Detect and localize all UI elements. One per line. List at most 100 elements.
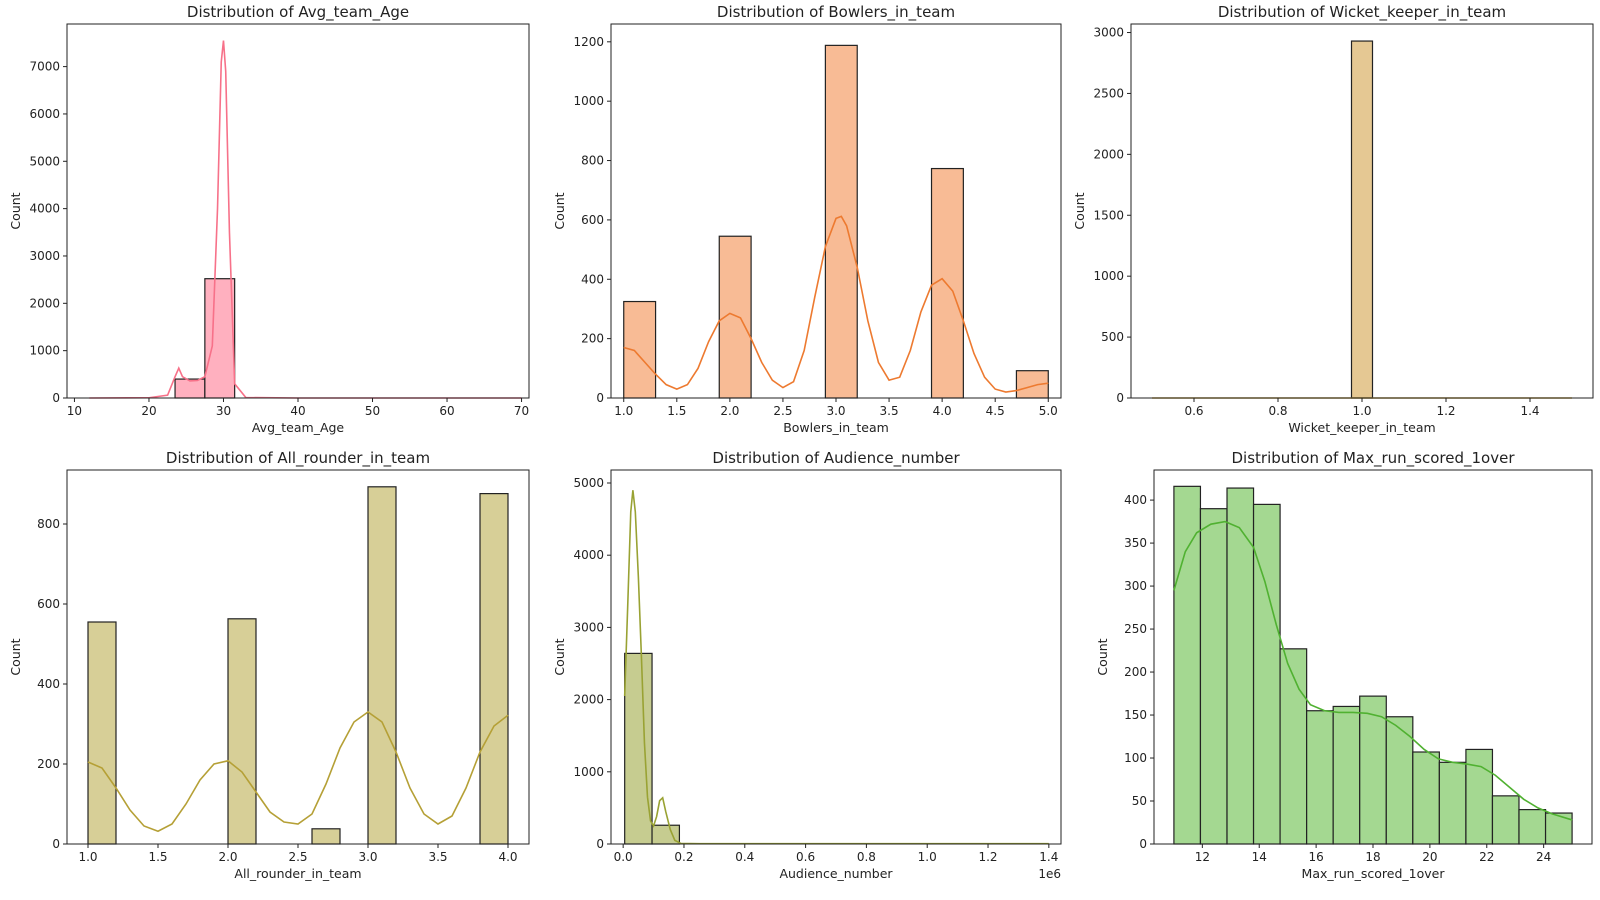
y-tick-label: 800 bbox=[581, 154, 604, 168]
histogram-bar bbox=[1173, 485, 1202, 845]
x-tick-label: 50 bbox=[365, 404, 380, 418]
histogram-bar bbox=[1359, 695, 1387, 845]
y-tick-label: 1000 bbox=[29, 344, 60, 358]
x-tick-label: 70 bbox=[514, 404, 529, 418]
x-tick-label: 3.5 bbox=[880, 404, 899, 418]
x-tick-label: 16 bbox=[1308, 850, 1323, 864]
chart-1: 10 20 30 40 50 60 70 0 1000 2000 3000 4000 5000 6000 7… bbox=[8, 3, 530, 435]
y-tick-label: 3000 bbox=[573, 620, 604, 634]
y-tick-label: 6000 bbox=[29, 107, 60, 121]
x-tick-label: 1.4 bbox=[1520, 404, 1539, 418]
y-tick-label: 500 bbox=[1101, 330, 1124, 344]
x-tick-label: 1.5 bbox=[148, 850, 167, 864]
y-axis-label: Count bbox=[8, 638, 23, 675]
y-tick-label: 600 bbox=[37, 597, 60, 611]
x-tick-label: 60 bbox=[439, 404, 454, 418]
x-axis-label: All_rounder_in_team bbox=[234, 866, 361, 881]
x-tick-label: 5.0 bbox=[1039, 404, 1058, 418]
y-tick-label: 200 bbox=[581, 332, 604, 346]
x-tick-label: 3.0 bbox=[358, 850, 377, 864]
y-tick-label: 800 bbox=[37, 517, 60, 531]
x-tick-label: 0.2 bbox=[674, 850, 693, 864]
y-tick-label: 0 bbox=[1139, 837, 1147, 851]
y-tick-label: 200 bbox=[37, 757, 60, 771]
y-tick-label: 0 bbox=[596, 391, 604, 405]
x-tick-label: 1.0 bbox=[78, 850, 97, 864]
x-tick-label: 0.0 bbox=[614, 850, 633, 864]
y-tick-label: 150 bbox=[1124, 708, 1147, 722]
y-tick-label: 0 bbox=[1116, 391, 1124, 405]
x-tick-label: 0.4 bbox=[735, 850, 754, 864]
y-tick-label: 350 bbox=[1124, 536, 1147, 550]
y-tick-label: 50 bbox=[1132, 794, 1147, 808]
histogram-bar bbox=[1279, 648, 1308, 845]
x-tick-label: 1.0 bbox=[918, 850, 937, 864]
y-tick-label: 2000 bbox=[1093, 147, 1124, 161]
axes-frame bbox=[610, 469, 1062, 845]
y-axis-label: Count bbox=[552, 638, 567, 675]
kde-line bbox=[1173, 520, 1573, 821]
y-tick-label: 300 bbox=[1124, 579, 1147, 593]
histogram-bar bbox=[227, 618, 257, 845]
histogram-bar bbox=[1306, 710, 1334, 845]
y-tick-label: 2500 bbox=[1093, 86, 1124, 100]
chart-4: 1.0 1.5 2.0 2.5 3.0 3.5 4.0 0 200 400 600 800 Distri… bbox=[8, 449, 530, 881]
x-tick-label: 20 bbox=[141, 404, 156, 418]
x-tick-label: 1.0 bbox=[1352, 404, 1371, 418]
kde-line bbox=[89, 40, 522, 399]
y-tick-label: 5000 bbox=[573, 476, 604, 490]
x-tick-label: 2.5 bbox=[773, 404, 792, 418]
y-tick-label: 400 bbox=[1124, 493, 1147, 507]
y-tick-label: 2000 bbox=[573, 693, 604, 707]
y-tick-label: 400 bbox=[37, 677, 60, 691]
chart-title: Distribution of Wicket_keeper_in_team bbox=[1218, 3, 1506, 22]
x-tick-label: 40 bbox=[290, 404, 305, 418]
y-tick-label: 0 bbox=[52, 837, 60, 851]
chart-title: Distribution of Bowlers_in_team bbox=[717, 3, 955, 22]
chart-2: 1.0 1.5 2.0 2.5 3.0 3.5 4.0 4.5 5.0 0 200 400 600 800… bbox=[552, 3, 1062, 435]
chart-5: 0.0 0.2 0.4 0.6 0.8 1.0 1.2 1.4 0 1000 2000 3000 400… bbox=[552, 449, 1062, 881]
histogram-bar bbox=[311, 828, 341, 845]
x-tick-label: 4.5 bbox=[986, 404, 1005, 418]
histogram-bar bbox=[174, 378, 206, 399]
y-tick-label: 5000 bbox=[29, 154, 60, 168]
y-tick-label: 1200 bbox=[573, 35, 604, 49]
y-axis-label: Count bbox=[1072, 192, 1087, 229]
y-tick-label: 200 bbox=[1124, 665, 1147, 679]
x-tick-label: 1.2 bbox=[1436, 404, 1455, 418]
y-tick-label: 250 bbox=[1124, 622, 1147, 636]
x-tick-label: 1.4 bbox=[1039, 850, 1058, 864]
x-axis-label: Wicket_keeper_in_team bbox=[1288, 420, 1435, 435]
histogram-bar bbox=[1438, 761, 1467, 845]
x-tick-label: 10 bbox=[67, 404, 82, 418]
x-tick-label: 12 bbox=[1195, 850, 1210, 864]
histogram-bar bbox=[1332, 705, 1361, 845]
histogram-bar bbox=[1465, 748, 1494, 845]
chart-6: 12 14 16 18 20 22 24 0 50 100 150 200 250 300 350 400 Di… bbox=[1095, 449, 1593, 881]
y-tick-label: 3000 bbox=[1093, 26, 1124, 40]
axes-frame bbox=[66, 469, 530, 845]
y-tick-label: 4000 bbox=[29, 202, 60, 216]
y-tick-label: 100 bbox=[1124, 751, 1147, 765]
x-axis-label: Bowlers_in_team bbox=[783, 420, 889, 435]
y-tick-label: 0 bbox=[596, 837, 604, 851]
y-tick-label: 1000 bbox=[573, 94, 604, 108]
y-tick-label: 400 bbox=[581, 272, 604, 286]
x-tick-label: 3.5 bbox=[428, 850, 447, 864]
histogram-bar bbox=[1252, 503, 1281, 845]
x-tick-label: 20 bbox=[1422, 850, 1437, 864]
x-tick-label: 30 bbox=[216, 404, 231, 418]
x-tick-label: 18 bbox=[1365, 850, 1380, 864]
histogram-bar bbox=[1544, 812, 1573, 845]
x-tick-label: 0.6 bbox=[796, 850, 815, 864]
x-tick-label: 1.5 bbox=[667, 404, 686, 418]
y-tick-label: 1000 bbox=[1093, 269, 1124, 283]
x-axis-label: Avg_team_Age bbox=[252, 420, 345, 435]
x-tick-label: 24 bbox=[1536, 850, 1551, 864]
x-tick-label: 0.8 bbox=[1268, 404, 1287, 418]
x-offset-label: 1e6 bbox=[1038, 867, 1061, 881]
histogram-bar bbox=[1491, 795, 1520, 845]
kde-line bbox=[623, 490, 1049, 845]
x-tick-label: 1.0 bbox=[614, 404, 633, 418]
